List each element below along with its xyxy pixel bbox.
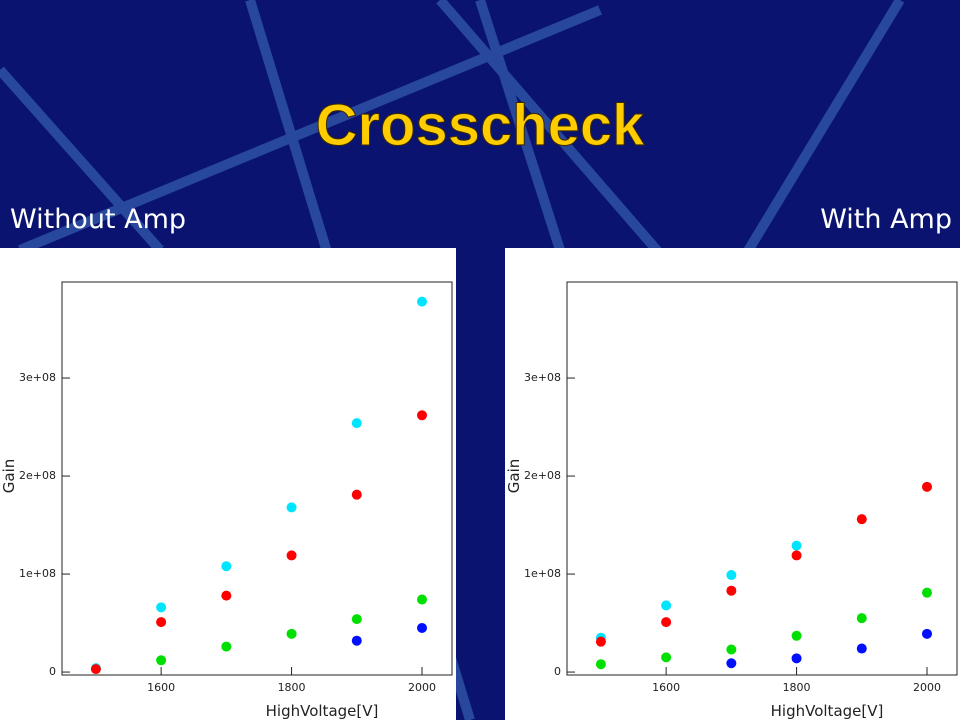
x-axis-label: HighVoltage[V] (266, 702, 379, 720)
x-tick-label: 2000 (913, 681, 941, 694)
data-point (661, 652, 672, 663)
data-point (90, 664, 101, 675)
data-point (221, 641, 232, 652)
data-point (726, 585, 737, 596)
chart-panel (0, 248, 456, 720)
data-point (351, 614, 362, 625)
data-point (351, 489, 362, 500)
y-axis-label: Gain (505, 459, 523, 494)
data-point (726, 570, 737, 581)
data-point (156, 655, 167, 666)
data-point (791, 653, 802, 664)
data-point (856, 514, 867, 525)
data-point (726, 644, 737, 655)
data-point (791, 540, 802, 551)
data-point (661, 600, 672, 611)
x-tick-label: 1800 (278, 681, 306, 694)
y-tick-label: 3e+08 (19, 371, 56, 384)
x-tick-label: 1600 (147, 681, 175, 694)
data-point (417, 622, 427, 633)
data-point (156, 617, 167, 628)
x-axis-label: HighVoltage[V] (771, 702, 884, 720)
data-point (595, 636, 606, 647)
deco-line (18, 5, 602, 255)
data-point (661, 617, 672, 628)
data-point (286, 502, 297, 513)
chart-panel (505, 248, 960, 720)
data-point (922, 628, 932, 639)
data-point (791, 550, 802, 561)
deco-line (0, 66, 164, 254)
y-tick-label: 1e+08 (19, 567, 56, 580)
data-point (286, 628, 297, 639)
y-tick-label: 2e+08 (19, 469, 56, 482)
y-axis-label: Gain (0, 459, 18, 494)
data-point (726, 658, 737, 669)
y-tick-label: 1e+08 (524, 567, 561, 580)
plot-frame (566, 281, 958, 676)
y-tick-label: 2e+08 (524, 469, 561, 482)
y-tick-label: 0 (554, 665, 561, 678)
slide-title: Crosscheck (316, 93, 646, 158)
data-point (156, 602, 167, 613)
data-point (417, 594, 427, 605)
data-point (221, 590, 232, 601)
data-point (221, 561, 232, 572)
panel-label: With Amp (820, 204, 952, 235)
data-point (791, 630, 802, 641)
data-point (856, 613, 867, 624)
y-tick-label: 0 (49, 665, 56, 678)
deco-line (475, 0, 565, 252)
data-point (922, 587, 932, 598)
panel-label: Without Amp (10, 204, 186, 235)
y-tick-label: 3e+08 (524, 371, 561, 384)
data-point (595, 659, 606, 670)
plot-frame (61, 281, 453, 676)
x-tick-label: 2000 (408, 681, 436, 694)
data-point (351, 635, 362, 646)
data-point (286, 550, 297, 561)
data-point (856, 643, 867, 654)
data-point (922, 481, 932, 492)
x-tick-label: 1600 (652, 681, 680, 694)
data-point (417, 296, 427, 307)
data-point (417, 410, 427, 421)
data-point (351, 418, 362, 429)
x-tick-label: 1800 (783, 681, 811, 694)
